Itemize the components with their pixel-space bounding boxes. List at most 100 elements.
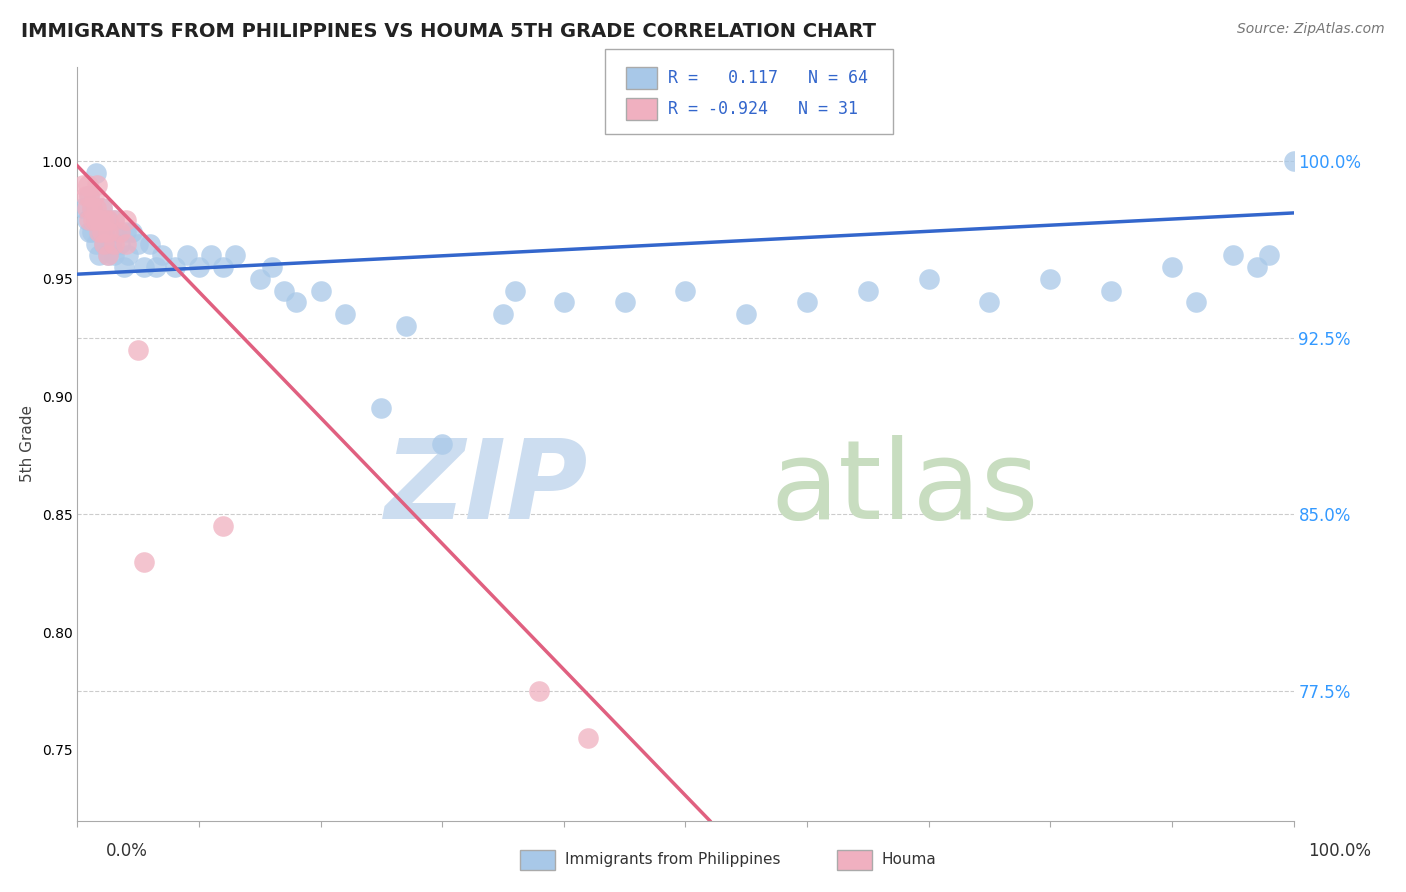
Point	[79, 189, 101, 203]
Point	[89, 225, 111, 239]
Point	[72, 178, 94, 192]
Point	[103, 213, 125, 227]
Point	[1258, 248, 1281, 262]
Text: Source: ZipAtlas.com: Source: ZipAtlas.com	[1237, 22, 1385, 37]
Point	[90, 201, 112, 215]
Point	[333, 307, 356, 321]
Point	[97, 213, 120, 227]
Point	[89, 213, 111, 227]
Point	[79, 213, 101, 227]
Point	[93, 236, 115, 251]
Point	[84, 213, 107, 227]
Text: Immigrants from Philippines: Immigrants from Philippines	[565, 853, 780, 867]
Point	[430, 437, 453, 451]
Text: IMMIGRANTS FROM PHILIPPINES VS HOUMA 5TH GRADE CORRELATION CHART: IMMIGRANTS FROM PHILIPPINES VS HOUMA 5TH…	[21, 22, 876, 41]
Point	[134, 555, 156, 569]
Point	[503, 284, 526, 298]
Point	[76, 213, 98, 227]
Point	[84, 166, 107, 180]
Point	[115, 236, 138, 251]
Point	[212, 519, 235, 533]
Point	[108, 236, 131, 251]
Point	[80, 201, 103, 215]
Point	[134, 260, 156, 274]
Text: ZIP: ZIP	[385, 435, 588, 542]
Point	[100, 236, 122, 251]
Point	[93, 225, 115, 239]
Point	[1099, 284, 1122, 298]
Point	[918, 272, 941, 286]
Point	[553, 295, 575, 310]
Point	[103, 236, 125, 251]
Y-axis label: 5th Grade: 5th Grade	[20, 405, 35, 483]
Point	[86, 178, 108, 192]
Point	[72, 201, 94, 215]
Point	[395, 318, 418, 333]
Point	[856, 284, 879, 298]
Point	[93, 213, 115, 227]
Point	[83, 189, 105, 203]
Point	[117, 248, 139, 262]
Point	[89, 248, 111, 262]
Point	[105, 225, 128, 239]
Point	[224, 248, 246, 262]
Point	[84, 201, 107, 215]
Point	[796, 295, 818, 310]
Point	[176, 248, 198, 262]
Point	[188, 260, 211, 274]
Point	[93, 236, 115, 251]
Point	[163, 260, 186, 274]
Point	[76, 201, 98, 215]
Point	[1222, 248, 1244, 262]
Point	[529, 684, 551, 698]
Point	[675, 284, 697, 298]
Point	[89, 225, 111, 239]
Point	[90, 225, 112, 239]
Point	[80, 225, 103, 239]
Point	[97, 213, 120, 227]
Point	[121, 225, 143, 239]
Point	[90, 201, 112, 215]
Point	[309, 284, 332, 298]
Point	[260, 260, 283, 274]
Point	[735, 307, 758, 321]
Point	[97, 248, 120, 262]
Point	[613, 295, 636, 310]
Point	[576, 731, 599, 746]
Point	[84, 213, 107, 227]
Point	[103, 213, 125, 227]
Point	[1246, 260, 1268, 274]
Point	[1161, 260, 1184, 274]
Point	[139, 236, 162, 251]
Text: atlas: atlas	[770, 435, 1039, 542]
Point	[108, 225, 131, 239]
Point	[370, 401, 392, 416]
Point	[145, 260, 167, 274]
Point	[979, 295, 1001, 310]
Point	[285, 295, 308, 310]
Point	[79, 189, 101, 203]
Point	[200, 248, 222, 262]
Point	[1039, 272, 1062, 286]
Point	[97, 225, 120, 239]
Point	[127, 236, 149, 251]
Point	[112, 260, 135, 274]
Point	[77, 178, 100, 192]
Point	[249, 272, 271, 286]
Point	[492, 307, 515, 321]
Text: 100.0%: 100.0%	[1308, 842, 1371, 860]
Text: R = -0.924   N = 31: R = -0.924 N = 31	[668, 100, 858, 119]
Point	[152, 248, 174, 262]
Point	[1282, 154, 1305, 169]
Point	[97, 248, 120, 262]
Point	[103, 248, 125, 262]
Point	[90, 213, 112, 227]
Point	[82, 213, 104, 227]
Point	[79, 225, 101, 239]
Point	[212, 260, 235, 274]
Text: 0.0%: 0.0%	[105, 842, 148, 860]
Point	[127, 343, 149, 357]
Text: Houma: Houma	[882, 853, 936, 867]
Point	[115, 213, 138, 227]
Point	[84, 236, 107, 251]
